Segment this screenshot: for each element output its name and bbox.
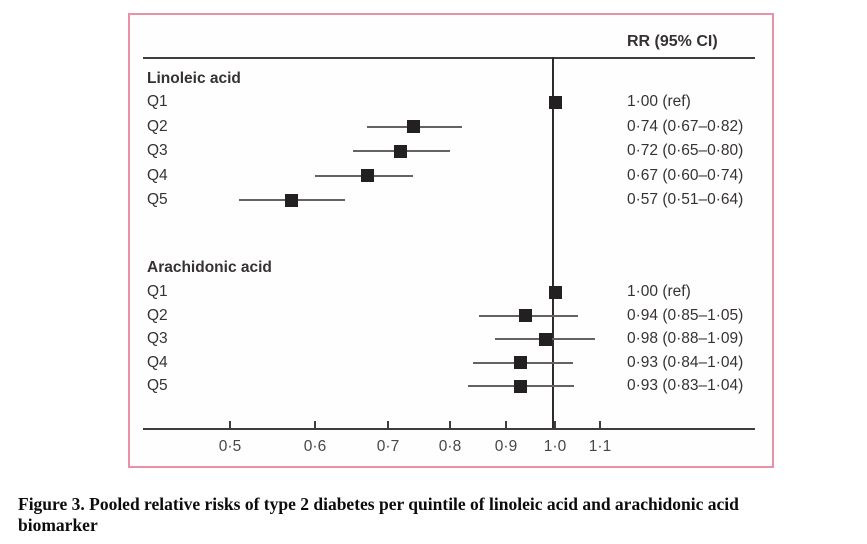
- header-rule: [143, 57, 755, 59]
- axis-tick-label: 0·7: [376, 438, 400, 455]
- quintile-label: Q2: [147, 117, 168, 135]
- axis-tick: [505, 421, 507, 428]
- quintile-label: Q3: [147, 142, 168, 159]
- rr-ci-value: 0·67 (0·60–0·74): [627, 166, 744, 184]
- axis-tick-label: 1·1: [588, 438, 612, 455]
- axis-tick: [229, 421, 231, 428]
- point-estimate-marker: [549, 96, 562, 109]
- axis-tick: [387, 421, 389, 428]
- quintile-label: Q1: [147, 93, 168, 110]
- rr-ci-value: 1·00 (ref): [627, 93, 691, 110]
- quintile-label: Q1: [147, 283, 168, 300]
- point-estimate-marker: [539, 333, 552, 346]
- point-estimate-marker: [361, 169, 374, 182]
- rr-ci-value: 0·94 (0·85–1·05): [627, 306, 744, 324]
- rr-ci-value: 0·93 (0·84–1·04): [627, 353, 744, 371]
- rr-ci-value: 1·00 (ref): [627, 283, 691, 300]
- axis-tick: [449, 421, 451, 428]
- point-estimate-marker: [407, 120, 420, 133]
- axis-tick-label: 0·5: [218, 438, 242, 455]
- axis-tick: [554, 421, 556, 428]
- x-axis-line: [143, 428, 755, 430]
- axis-tick: [314, 421, 316, 428]
- axis-tick-label: 0·6: [303, 438, 327, 455]
- reference-line-1-0: [552, 57, 554, 430]
- rr-column-header: RR (95% CI): [627, 33, 718, 50]
- rr-ci-value: 0·93 (0·83–1·04): [627, 377, 744, 394]
- quintile-label: Q5: [147, 377, 168, 394]
- quintile-label: Q4: [147, 166, 168, 184]
- axis-tick-label: 0·9: [494, 438, 518, 455]
- axis-tick-label: 1·0: [543, 438, 567, 455]
- point-estimate-marker: [394, 145, 407, 158]
- rr-ci-value: 0·57 (0·51–0·64): [627, 191, 744, 208]
- point-estimate-marker: [519, 309, 532, 322]
- group-label: Linoleic acid: [147, 70, 241, 87]
- quintile-label: Q2: [147, 306, 168, 324]
- rr-ci-value: 0·74 (0·67–0·82): [627, 117, 744, 135]
- point-estimate-marker: [285, 194, 298, 207]
- rr-ci-value: 0·98 (0·88–1·09): [627, 330, 744, 347]
- quintile-label: Q4: [147, 353, 168, 371]
- quintile-label: Q5: [147, 191, 168, 208]
- quintile-label: Q3: [147, 330, 168, 347]
- point-estimate-marker: [514, 356, 527, 369]
- group-label: Arachidonic acid: [147, 259, 272, 276]
- axis-tick: [599, 421, 601, 428]
- axis-tick-label: 0·8: [438, 438, 462, 455]
- figure-caption: Figure 3. Pooled relative risks of type …: [18, 494, 864, 536]
- forest-plot: RR (95% CI) Linoleic acid Q1 1·00 (ref) Q2 0…: [128, 13, 774, 468]
- rr-ci-value: 0·72 (0·65–0·80): [627, 142, 744, 159]
- point-estimate-marker: [514, 380, 527, 393]
- caption-line-1: Figure 3. Pooled relative risks of type …: [18, 494, 739, 514]
- point-estimate-marker: [549, 286, 562, 299]
- caption-line-2: biomarker: [18, 515, 98, 535]
